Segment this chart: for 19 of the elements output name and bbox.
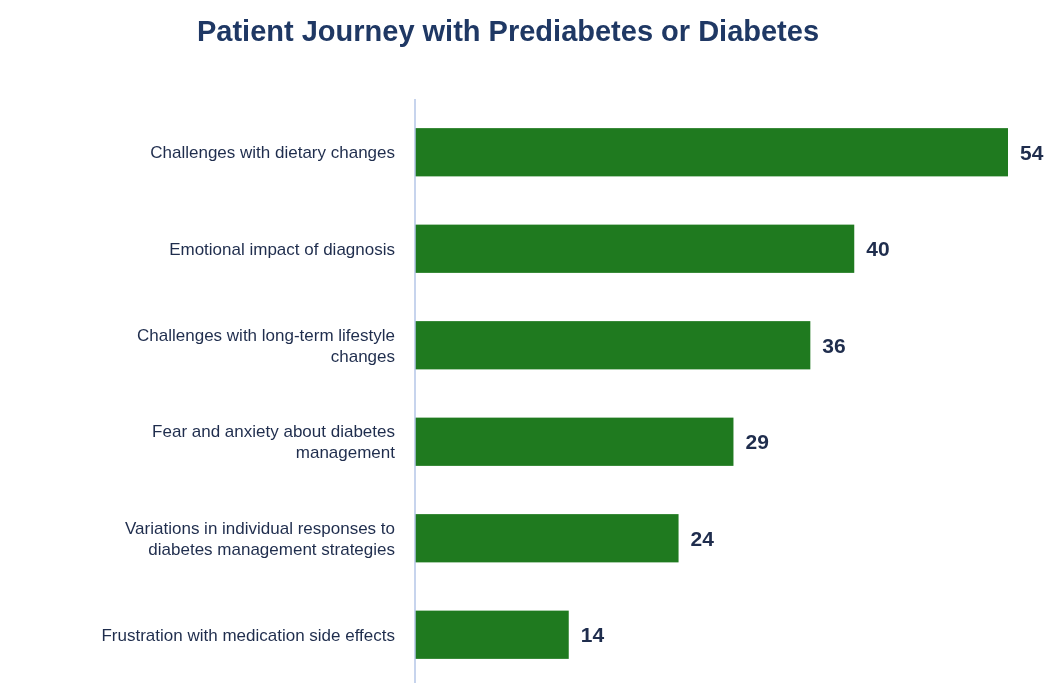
y-tick-label: Emotional impact of diagnosis [169,239,395,259]
data-label: 36 [822,333,846,357]
chart-title: Patient Journey with Prediabetes or Diabetes [196,15,820,47]
data-label: 29 [745,430,769,454]
bar [415,514,679,563]
bar [415,610,569,659]
data-label: 54 [1020,140,1044,164]
y-tick-label: Challenges with dietary changes [150,142,395,162]
data-label: 40 [866,237,890,261]
bar [415,224,855,273]
data-label: 14 [580,623,605,647]
bar [415,321,811,370]
y-tick-label: Variations in individual responses to diabetes management strategies [125,518,395,559]
bar [415,128,1008,177]
bar [415,417,734,466]
y-tick-label: Fear and anxiety about diabetes management [152,421,396,462]
y-tick-label: Challenges with long-term lifestyle changes [137,325,395,366]
y-tick-label: Frustration with medication side effects [101,625,395,645]
data-label: 24 [690,526,715,550]
